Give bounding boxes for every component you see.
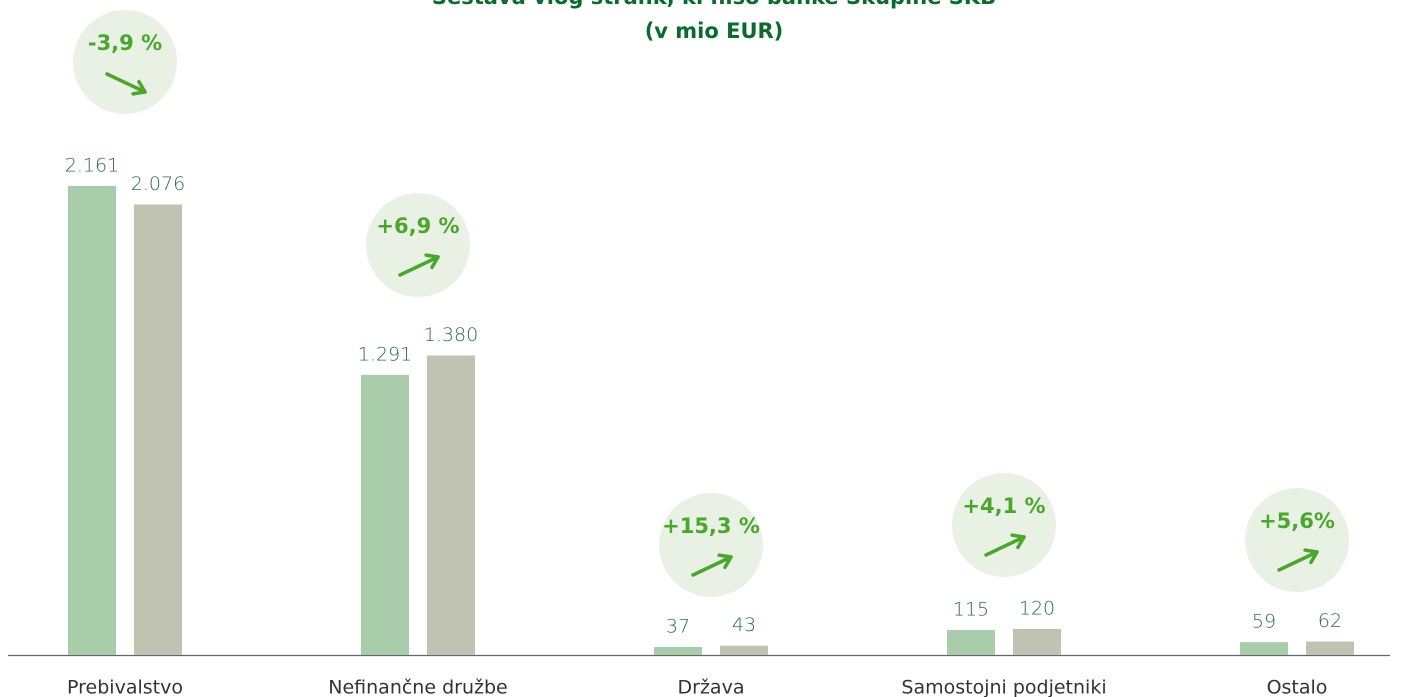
trend-arrow-head xyxy=(131,79,147,96)
trend-arrow xyxy=(691,555,733,577)
trend-arrow xyxy=(984,535,1026,557)
x-tick-label: Prebivalstvo xyxy=(67,677,183,697)
trend-arrow xyxy=(105,72,147,94)
value-label: 1.291 xyxy=(358,343,412,365)
trend-arrow-head xyxy=(424,253,440,270)
value-label: 43 xyxy=(732,614,756,636)
value-label: 59 xyxy=(1252,611,1276,633)
value-label: 37 xyxy=(666,615,690,637)
badge-circle xyxy=(73,10,177,114)
x-tick-label: Nefinančne družbe xyxy=(328,677,507,697)
trend-arrow-head xyxy=(1303,548,1319,565)
trend-arrow xyxy=(398,255,440,277)
bar xyxy=(68,186,116,655)
bar xyxy=(720,645,768,655)
badge-circle xyxy=(952,473,1056,577)
badge-circle xyxy=(1245,488,1349,592)
chart-subtitle: (v mio EUR) xyxy=(645,19,784,43)
x-tick-label: Država xyxy=(678,677,745,697)
bar xyxy=(654,646,702,655)
badge-circle xyxy=(659,493,763,597)
value-label: 2.161 xyxy=(65,155,119,177)
value-label: 1.380 xyxy=(424,324,478,346)
badge-label: +6,9 % xyxy=(376,214,459,238)
bar xyxy=(361,374,409,655)
badge-label: +5,6% xyxy=(1259,509,1335,533)
bar xyxy=(947,630,995,655)
badge-label: +4,1 % xyxy=(962,494,1045,518)
value-label: 2.076 xyxy=(131,173,185,195)
bar xyxy=(134,204,182,655)
chart-title: Sestava vlog strank, ki niso banke Skupi… xyxy=(432,0,996,9)
badge-label: +15,3 % xyxy=(662,514,760,538)
badge-label: -3,9 % xyxy=(88,31,162,55)
bar xyxy=(427,355,475,655)
bar xyxy=(1306,641,1354,655)
trend-arrow-head xyxy=(717,553,733,570)
bar xyxy=(1013,628,1061,655)
trend-arrow-head xyxy=(1010,533,1026,550)
value-label: 115 xyxy=(953,599,989,621)
bar xyxy=(1240,642,1288,655)
value-label: 120 xyxy=(1019,597,1055,619)
x-tick-label: Samostojni podjetniki xyxy=(901,677,1106,697)
trend-arrow xyxy=(1277,550,1319,572)
value-label: 62 xyxy=(1318,610,1342,632)
x-tick-label: Ostalo xyxy=(1267,677,1328,697)
badge-circle xyxy=(366,193,470,297)
